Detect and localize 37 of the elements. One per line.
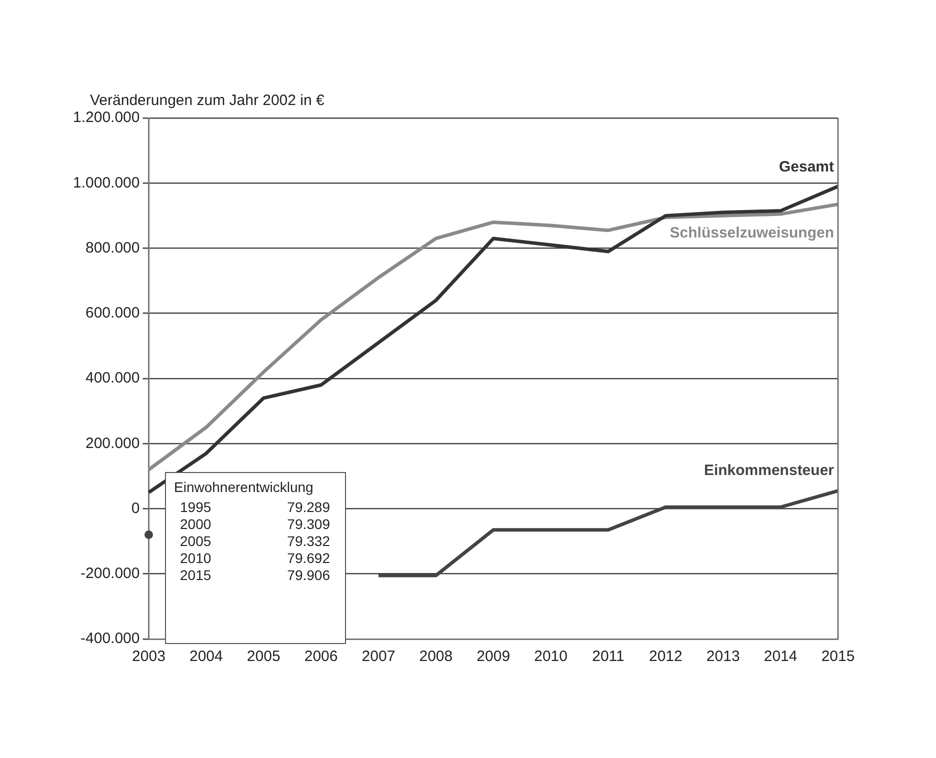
y-tick-label: 800.000 — [85, 239, 140, 256]
y-tick-label: 1.000.000 — [72, 174, 140, 192]
annotation: 79.692 — [286, 550, 330, 566]
x-tick-label: 2011 — [592, 648, 624, 666]
x-tick-label: 2008 — [419, 648, 453, 666]
y-tick-label: 200.000 — [85, 434, 140, 452]
x-tick-label: 2009 — [476, 648, 510, 666]
series-label: Schlüsselzuweisungen — [670, 224, 834, 242]
x-tick-label: 2014 — [764, 648, 798, 666]
annotation: 79.289 — [286, 499, 330, 515]
annotation: 2005 — [180, 533, 212, 549]
x-tick-label: 2005 — [246, 648, 280, 666]
annotation: 79.906 — [286, 567, 330, 583]
annotation: 2015 — [180, 567, 212, 583]
y-tick-label: 400.000 — [85, 370, 140, 387]
x-tick-label: 2004 — [189, 648, 223, 666]
annotation: Einwohnerentwicklung — [174, 479, 314, 495]
series-label: Gesamt — [778, 158, 834, 176]
series-label: Einkommensteuer — [704, 462, 834, 479]
annotation: 2010 — [180, 550, 212, 566]
x-tick-label: 2012 — [648, 648, 682, 666]
x-tick-label: 2003 — [132, 648, 166, 666]
annotation: 1995 — [180, 499, 212, 515]
y-tick-label: -400.000 — [80, 630, 140, 648]
x-tick-label: 2007 — [362, 648, 396, 666]
annotation: 79.332 — [286, 533, 330, 549]
x-tick-label: 2006 — [304, 648, 338, 666]
y-tick-label: 0 — [131, 500, 140, 517]
x-tick-label: 2013 — [706, 648, 740, 666]
y-tick-label: 600.000 — [85, 304, 140, 322]
annotation: 2000 — [180, 516, 212, 532]
y-axis-title: Veränderungen zum Jahr 2002 in € — [90, 92, 324, 109]
annotation: 79.309 — [286, 516, 330, 532]
x-tick-label: 2015 — [821, 648, 855, 666]
x-tick-label: 2010 — [534, 648, 568, 666]
y-tick-label: 1.200.000 — [72, 109, 140, 126]
y-tick-label: -200.000 — [80, 565, 140, 582]
